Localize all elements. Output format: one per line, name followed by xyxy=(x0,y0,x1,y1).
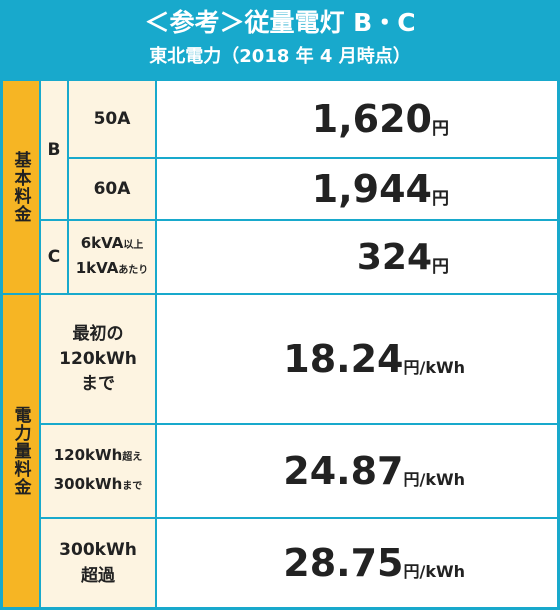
usage-label-line: まで xyxy=(81,373,115,394)
rate-value: 18.24 xyxy=(283,337,404,381)
row-value-c: 324 円 xyxy=(156,220,558,294)
plan-b-label: B xyxy=(47,140,61,160)
row-label-60a: 60A xyxy=(68,158,156,220)
row-label-text: 6kVA xyxy=(80,234,124,252)
usage-label-1: 最初の 120kWh まで xyxy=(40,294,156,424)
row-value-50a: 1,620 円 xyxy=(156,80,558,158)
usage-value-1: 18.24 円/kWh xyxy=(156,294,558,424)
row-label-suffix: あたり xyxy=(118,265,149,276)
usage-label-suffix: 超え xyxy=(122,452,143,463)
row-label-text: 60A xyxy=(93,179,131,199)
row-label-suffix: 以上 xyxy=(123,240,144,251)
row-label-text: 50A xyxy=(93,109,131,129)
usage-label-line: 超過 xyxy=(81,566,115,586)
price-unit: 円 xyxy=(432,256,449,277)
rate-value: 24.87 xyxy=(283,449,404,493)
plan-b-label-cell: B xyxy=(40,80,68,220)
row-label-text: 1kVA xyxy=(75,259,119,277)
rate-unit: 円/kWh xyxy=(403,358,465,377)
row-label-50a: 50A xyxy=(68,80,156,158)
rate-value: 28.75 xyxy=(283,541,404,585)
usage-charge-label: 電力量料金 xyxy=(10,406,31,496)
price-unit: 円 xyxy=(432,188,449,209)
usage-label-2: 120kWh超え 300kWhまで xyxy=(40,424,156,518)
basic-charge-category: 基本料金 xyxy=(2,80,40,294)
table-header: ＜参考＞従量電灯 B・C 東北電力（2018 年 4 月時点） xyxy=(2,2,558,80)
usage-label-line: 300kWh xyxy=(59,540,137,560)
usage-charge-category: 電力量料金 xyxy=(2,294,40,608)
usage-value-2: 24.87 円/kWh xyxy=(156,424,558,518)
basic-charge-label: 基本料金 xyxy=(10,151,31,223)
rate-unit: 円/kWh xyxy=(403,562,465,581)
price-value: 1,944 xyxy=(311,167,432,211)
table-subtitle: 東北電力（2018 年 4 月時点） xyxy=(149,46,411,67)
plan-c-label: C xyxy=(47,247,61,267)
row-label-c: 6kVA以上 1kVAあたり xyxy=(68,220,156,294)
usage-label-line: 300kWh xyxy=(53,475,123,493)
usage-label-suffix: まで xyxy=(122,481,143,492)
table-title: ＜参考＞従量電灯 B・C xyxy=(144,8,416,37)
price-value: 324 xyxy=(356,236,432,278)
price-value: 1,620 xyxy=(311,97,432,141)
usage-label-line: 120kWh xyxy=(53,446,123,464)
price-unit: 円 xyxy=(432,118,449,139)
usage-label-line: 最初の xyxy=(72,323,124,344)
plan-c-label-cell: C xyxy=(40,220,68,294)
usage-label-3: 300kWh 超過 xyxy=(40,518,156,608)
rate-unit: 円/kWh xyxy=(403,470,465,489)
row-value-60a: 1,944 円 xyxy=(156,158,558,220)
usage-value-3: 28.75 円/kWh xyxy=(156,518,558,608)
usage-label-line: 120kWh xyxy=(59,348,137,369)
